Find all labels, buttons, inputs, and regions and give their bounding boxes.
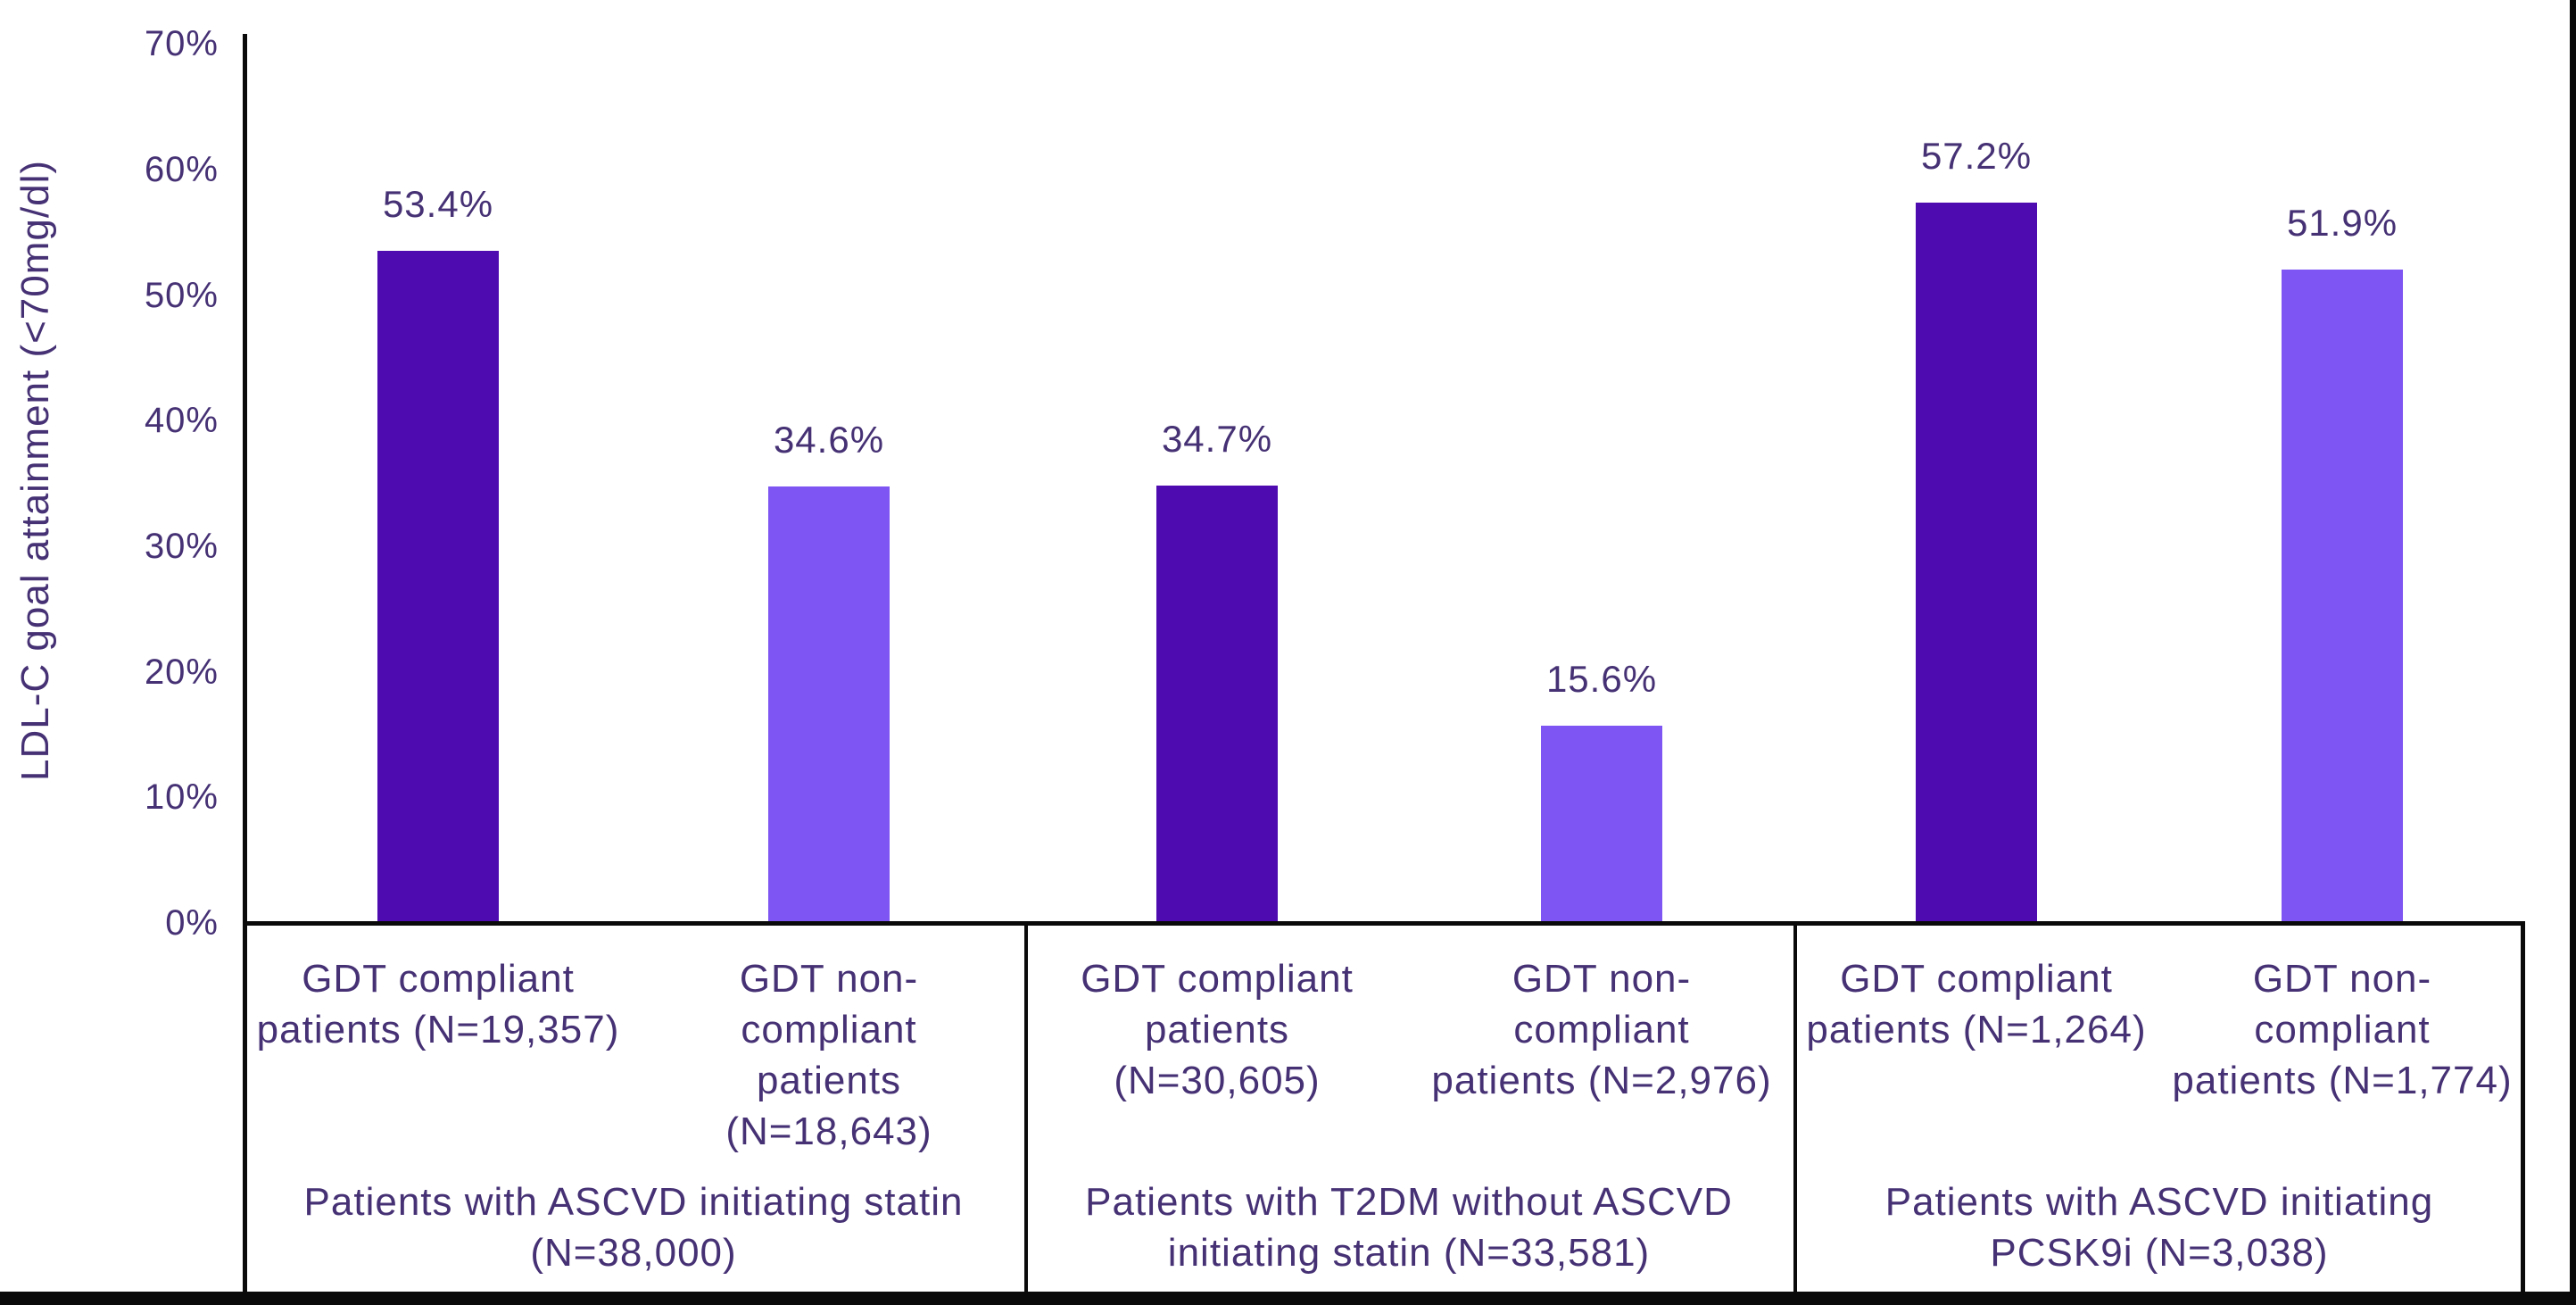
x-group-label: Patients with ASCVD initiating PCSK9i (N… <box>1884 1180 2434 1275</box>
y-axis-line <box>243 34 247 1292</box>
x-group-label: Patients with ASCVD initiating statin (N… <box>303 1180 964 1275</box>
bar-gdt-non-compliant-group3 <box>2282 270 2403 921</box>
group-divider <box>1793 921 1797 1292</box>
x-category-label: GDT compliant patients (N=1,264) <box>1806 957 2147 1051</box>
bar-value-label: 34.7% <box>1161 418 1273 460</box>
bar-value-label: 34.6% <box>773 419 885 461</box>
bar-value-label: 57.2% <box>1920 135 2033 177</box>
bar-gdt-compliant-group1 <box>377 251 499 921</box>
x-group-label: Patients with T2DM without ASCVD initiat… <box>1085 1180 1733 1275</box>
label-table-right-border <box>2521 921 2525 1292</box>
bar-value-label: 53.4% <box>382 183 494 225</box>
x-category-label: GDT compliant patients (N=19,357) <box>256 957 620 1051</box>
bar-gdt-non-compliant-group1 <box>768 486 890 921</box>
bar-value-label: 51.9% <box>2286 202 2398 244</box>
y-tick-20%: 20% <box>144 652 219 692</box>
y-tick-60%: 60% <box>144 149 219 189</box>
bar-gdt-non-compliant-group2 <box>1541 726 1662 921</box>
x-axis-line <box>243 921 2525 926</box>
group-divider <box>1024 921 1028 1292</box>
x-category-label: GDT non- compliant patients (N=2,976) <box>1431 957 1772 1102</box>
y-tick-40%: 40% <box>144 401 219 441</box>
y-tick-50%: 50% <box>144 275 219 315</box>
bar-gdt-compliant-group2 <box>1156 486 1278 921</box>
bar-value-label: 15.6% <box>1545 658 1658 700</box>
x-category-label: GDT non- compliant patients (N=18,643) <box>725 957 932 1153</box>
x-category-label: GDT non- compliant patients (N=1,774) <box>2172 957 2513 1102</box>
page-right-border <box>2570 0 2576 1292</box>
y-tick-70%: 70% <box>144 24 219 64</box>
bar-gdt-compliant-group3 <box>1916 203 2037 921</box>
x-category-label: GDT compliant patients (N=30,605) <box>1081 957 1354 1102</box>
page-bottom-border <box>0 1292 2576 1305</box>
y-tick-30%: 30% <box>144 526 219 566</box>
y-tick-10%: 10% <box>144 777 219 818</box>
y-tick-0%: 0% <box>165 903 219 943</box>
